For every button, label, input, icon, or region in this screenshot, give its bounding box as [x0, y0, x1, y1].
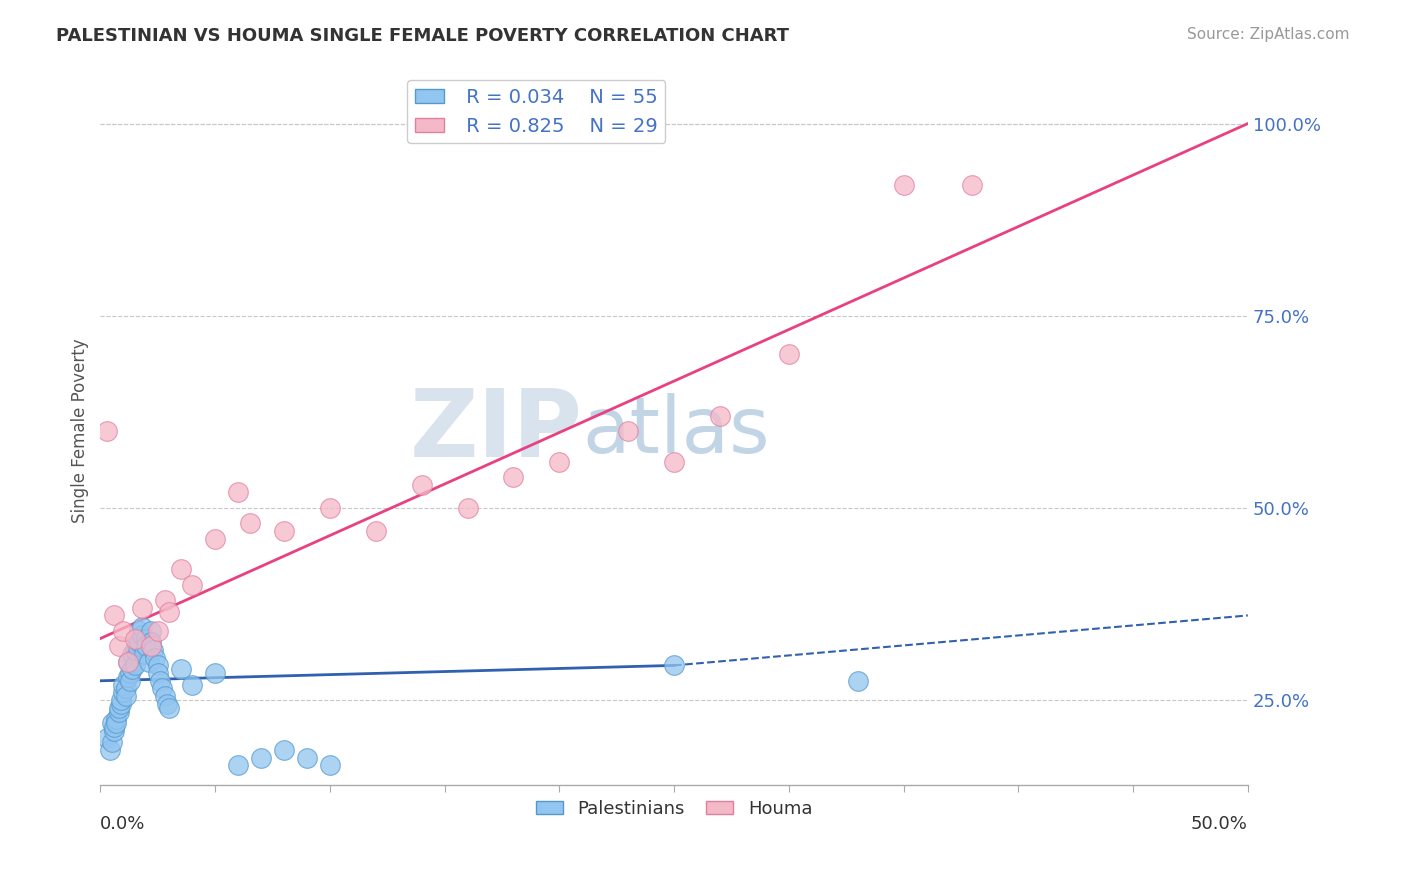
Point: [131, 628, 153, 642]
Point: [124, 658, 146, 673]
Point: [156, 697, 179, 711]
Point: [662, 658, 685, 673]
Point: [319, 758, 342, 772]
Point: [157, 700, 180, 714]
Point: [548, 455, 571, 469]
Point: [117, 670, 139, 684]
Point: [110, 697, 132, 711]
Point: [295, 750, 318, 764]
Text: PALESTINIAN VS HOUMA SINGLE FEMALE POVERTY CORRELATION CHART: PALESTINIAN VS HOUMA SINGLE FEMALE POVER…: [56, 27, 789, 45]
Point: [273, 524, 295, 538]
Point: [411, 477, 433, 491]
Point: [846, 673, 869, 688]
Point: [153, 689, 176, 703]
Point: [103, 608, 125, 623]
Text: 0.0%: 0.0%: [100, 815, 146, 833]
Point: [103, 720, 125, 734]
Point: [170, 562, 193, 576]
Point: [226, 758, 249, 772]
Point: [962, 178, 984, 192]
Point: [125, 632, 148, 646]
Point: [117, 655, 139, 669]
Point: [617, 424, 640, 438]
Point: [101, 716, 124, 731]
Point: [112, 678, 135, 692]
Point: [135, 632, 157, 646]
Point: [121, 662, 143, 676]
Point: [125, 639, 148, 653]
Point: [778, 347, 800, 361]
Point: [120, 673, 142, 688]
Text: Source: ZipAtlas.com: Source: ZipAtlas.com: [1187, 27, 1350, 42]
Point: [107, 639, 129, 653]
Text: ZIP: ZIP: [409, 385, 582, 477]
Point: [112, 624, 135, 638]
Point: [131, 600, 153, 615]
Point: [107, 705, 129, 719]
Point: [146, 666, 169, 681]
Point: [181, 577, 204, 591]
Text: atlas: atlas: [582, 393, 770, 469]
Point: [101, 735, 124, 749]
Point: [98, 743, 121, 757]
Y-axis label: Single Female Poverty: Single Female Poverty: [72, 339, 89, 524]
Point: [138, 655, 160, 669]
Point: [114, 681, 136, 696]
Point: [103, 723, 125, 738]
Point: [131, 620, 153, 634]
Point: [128, 635, 150, 649]
Point: [204, 666, 226, 681]
Point: [146, 624, 169, 638]
Point: [204, 532, 226, 546]
Point: [457, 500, 479, 515]
Point: [149, 673, 172, 688]
Point: [364, 524, 387, 538]
Point: [170, 662, 193, 676]
Point: [153, 593, 176, 607]
Point: [121, 647, 143, 661]
Point: [117, 655, 139, 669]
Point: [132, 647, 155, 661]
Point: [96, 424, 118, 438]
Point: [502, 470, 524, 484]
Point: [238, 516, 260, 531]
Point: [142, 643, 165, 657]
Point: [319, 500, 342, 515]
Point: [893, 178, 915, 192]
Point: [145, 650, 167, 665]
Point: [114, 689, 136, 703]
Point: [105, 716, 128, 731]
Point: [139, 639, 162, 653]
Point: [128, 624, 150, 638]
Point: [146, 658, 169, 673]
Legend: Palestinians, Houma: Palestinians, Houma: [529, 793, 820, 825]
Point: [662, 455, 685, 469]
Point: [181, 678, 204, 692]
Point: [157, 605, 180, 619]
Point: [709, 409, 731, 423]
Text: 50.0%: 50.0%: [1191, 815, 1249, 833]
Point: [273, 743, 295, 757]
Point: [107, 700, 129, 714]
Point: [139, 624, 162, 638]
Point: [139, 635, 162, 649]
Point: [250, 750, 273, 764]
Point: [124, 643, 146, 657]
Point: [112, 685, 135, 699]
Point: [135, 639, 157, 653]
Point: [110, 693, 132, 707]
Point: [226, 485, 249, 500]
Point: [105, 712, 128, 726]
Point: [150, 681, 173, 696]
Point: [124, 632, 146, 646]
Point: [96, 731, 118, 746]
Point: [120, 666, 142, 681]
